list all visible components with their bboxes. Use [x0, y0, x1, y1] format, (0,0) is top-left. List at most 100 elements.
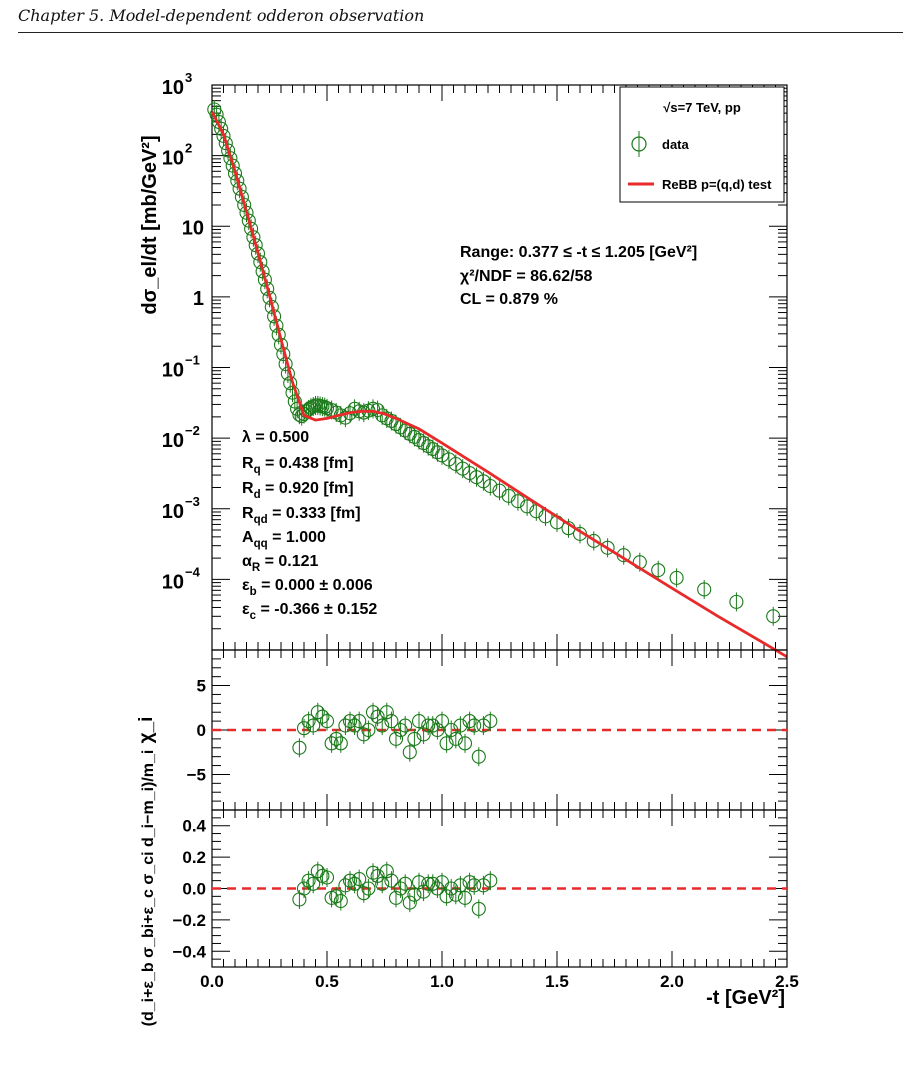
chi-point	[483, 714, 498, 729]
chi-point	[310, 705, 325, 720]
annotation-layer: dσ_el/dt [mb/GeV²] χ_i (d_i+ε_b σ_bi+ε_c σ…	[136, 86, 785, 1026]
fit-curve	[210, 110, 788, 659]
rel-point	[425, 876, 440, 891]
rel-point	[398, 876, 413, 891]
data-point	[729, 594, 744, 609]
chi-point	[342, 714, 358, 729]
chi-point	[319, 714, 335, 729]
data-point	[338, 410, 353, 425]
chapter-header: Chapter 5. Model-dependent odderon obser…	[18, 6, 425, 25]
data-point	[697, 582, 712, 597]
rel-point	[375, 876, 390, 891]
main-y-axis-label: dσ_el/dt [mb/GeV²]	[139, 135, 161, 314]
data-point	[221, 143, 236, 158]
y-tick-label: 5	[197, 677, 206, 696]
param-line: αR = 0.121	[242, 553, 319, 574]
fit-stat: χ²/NDF = 86.62/58	[460, 268, 592, 285]
y-tick-label: 10 −1	[162, 353, 200, 382]
header-rule	[18, 32, 903, 33]
rel-point	[333, 894, 348, 909]
rel-point	[439, 889, 454, 904]
data-point	[586, 533, 601, 549]
y-tick-label: 0.2	[182, 848, 206, 867]
x-tick-label: 0.5	[315, 972, 339, 991]
chi-point	[444, 722, 459, 738]
data-point	[246, 230, 261, 245]
param-line: εc = -0.366 ± 0.152	[242, 601, 377, 622]
x-tick-label: 2.0	[660, 972, 684, 991]
chi-point	[347, 718, 362, 733]
x-axis-label: -t [GeV²]	[706, 987, 785, 1009]
chi-point	[462, 714, 477, 729]
chi-point	[411, 714, 427, 729]
x-tick-label: 1.5	[545, 972, 569, 991]
chi-point	[421, 718, 436, 733]
chi-point	[324, 736, 339, 751]
chi-panel: 5 0 −5	[187, 649, 788, 811]
y-tick-label-base: 10	[162, 148, 184, 170]
chi-point	[315, 709, 330, 724]
legend-label-fit: ReBB p=(q,d) test	[662, 177, 772, 192]
y-tick-label: 10 2	[162, 141, 192, 170]
chi-point	[402, 745, 417, 760]
chi-point	[398, 718, 413, 733]
rel-point	[347, 876, 362, 891]
x-tick-label: 2.5	[775, 972, 799, 991]
chi-point	[356, 727, 371, 742]
rel-point	[384, 873, 399, 888]
y-tick-label-base: 10	[162, 77, 184, 99]
chi-point	[370, 709, 385, 724]
rel-point	[306, 876, 321, 891]
y-tick-label-base: 10	[162, 430, 184, 452]
chi-point	[416, 727, 431, 742]
y-tick-label: 10 −2	[162, 423, 200, 452]
chi-point	[292, 740, 307, 755]
rel-point	[365, 865, 381, 880]
rel-point	[402, 895, 417, 910]
data-point	[329, 405, 344, 420]
chi-point	[448, 731, 463, 746]
data-point	[211, 114, 226, 129]
y-tick-label-base: 10	[162, 501, 184, 523]
y-tick-label: 1	[193, 288, 204, 310]
data-point	[492, 483, 507, 498]
rel-panel: 0.0 0.5 1.0 1.5 2.0 2.5 0.4 0.2 0.0 −0.2 −0.4	[172, 809, 799, 991]
data-point	[232, 181, 247, 196]
y-tick-label-base: 1	[193, 288, 204, 310]
chi-point	[467, 718, 482, 733]
rel-point	[471, 901, 486, 916]
data-point	[651, 563, 666, 578]
chi-point	[338, 718, 353, 733]
data-point	[225, 158, 240, 173]
rel-point	[411, 875, 427, 890]
data-point	[244, 221, 259, 236]
chi-point	[301, 714, 316, 729]
chi-point	[471, 749, 486, 764]
rel-point	[407, 887, 422, 902]
data-point	[216, 128, 231, 143]
data-point	[520, 499, 535, 514]
rel-point	[421, 876, 436, 891]
chi-point	[434, 714, 450, 729]
rel-point	[301, 873, 316, 888]
chi-point	[361, 722, 376, 738]
x-tick-label: 1.0	[430, 972, 454, 991]
y-tick-label-exp: −1	[185, 353, 200, 368]
y-tick-label: −0.4	[172, 942, 206, 961]
y-tick-label: 0.4	[182, 817, 206, 836]
y-tick-label: −0.2	[172, 911, 206, 930]
data-point	[239, 205, 254, 220]
rel-point	[453, 878, 468, 893]
rel-point	[342, 873, 358, 888]
rel-point	[467, 878, 482, 893]
data-point	[218, 136, 233, 151]
legend-label-data: data	[662, 137, 690, 152]
y-tick-label-base: 10	[162, 571, 184, 593]
data-point	[214, 121, 229, 136]
chi-point	[457, 736, 473, 751]
data-point	[241, 213, 256, 228]
rel-point	[319, 870, 335, 885]
chi-point	[425, 718, 440, 733]
